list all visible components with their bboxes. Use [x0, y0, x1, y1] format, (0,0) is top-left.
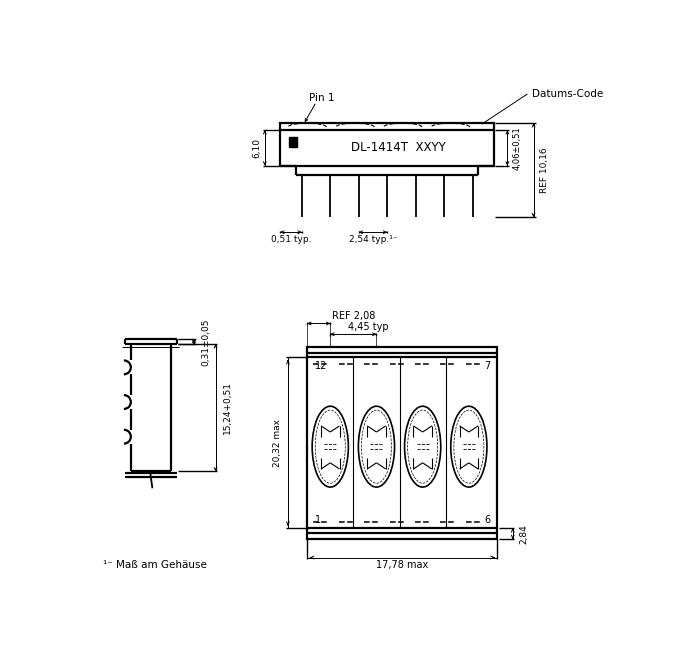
Text: 15,24+0,51: 15,24+0,51	[223, 381, 232, 434]
Text: ¹⁻ Maß am Gehäuse: ¹⁻ Maß am Gehäuse	[103, 560, 207, 571]
Bar	[290, 137, 298, 147]
Text: 20,32 max: 20,32 max	[272, 419, 281, 467]
Text: Pin 1: Pin 1	[309, 93, 334, 103]
Text: 7: 7	[484, 361, 491, 371]
Text: 4,06±0,51: 4,06±0,51	[513, 126, 522, 170]
Ellipse shape	[358, 406, 395, 487]
Text: Datums-Code: Datums-Code	[532, 89, 603, 99]
Text: 2,54 typ.¹⁻: 2,54 typ.¹⁻	[349, 235, 398, 244]
Text: 17,78 max: 17,78 max	[376, 560, 428, 571]
Text: REF 2,08: REF 2,08	[332, 310, 375, 321]
Text: 1: 1	[315, 515, 321, 525]
Text: 12: 12	[315, 361, 327, 371]
Bar	[307, 346, 497, 539]
Ellipse shape	[312, 406, 349, 487]
Text: 6: 6	[484, 515, 491, 525]
Ellipse shape	[451, 406, 487, 487]
Text: REF 10,16: REF 10,16	[540, 147, 549, 193]
Ellipse shape	[405, 406, 441, 487]
Bar	[280, 123, 493, 166]
Text: 0,51 typ.: 0,51 typ.	[271, 235, 312, 244]
Text: 6,10: 6,10	[253, 138, 262, 158]
Text: 4,45 typ: 4,45 typ	[349, 322, 389, 331]
Text: DL-1414T  XXYY: DL-1414T XXYY	[351, 141, 446, 155]
Text: 2,84: 2,84	[519, 524, 528, 544]
Text: 0,31±0,05: 0,31±0,05	[202, 318, 211, 365]
